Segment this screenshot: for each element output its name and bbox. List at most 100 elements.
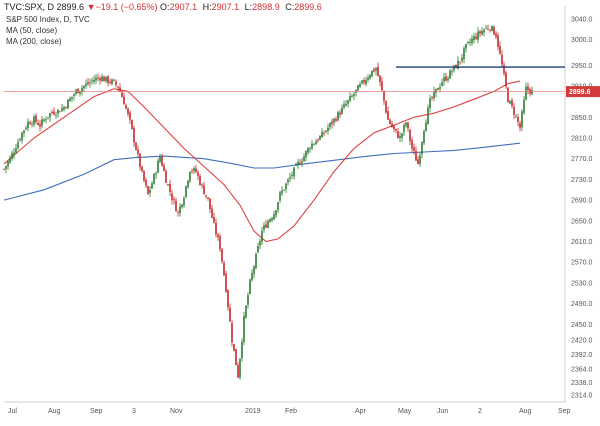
candle-body [429,98,431,109]
candle-body [247,294,249,305]
candle-body [209,198,211,210]
x-tick-label: 3 [132,408,136,415]
x-tick-label: Aug [519,408,532,415]
candle-body [295,163,297,166]
candle-body [59,111,61,113]
candle-body [265,224,267,228]
candle-body [39,124,41,127]
candle-body [43,119,45,121]
candle-body [107,76,109,84]
candle-body [175,200,177,212]
candle-body [53,111,55,115]
candle-body [345,103,347,106]
candle-body [37,122,39,126]
candle-body [193,167,195,171]
candle-body [17,142,19,149]
candle-body [219,236,221,250]
candle-body [481,31,483,35]
legend-ma50[interactable]: MA (50, close) [6,26,58,35]
candle-body [401,133,403,138]
candle-body [477,31,479,40]
candle-body [179,206,181,214]
x-tick-label: Apr [355,408,367,415]
candle-body [489,29,491,31]
candle-body [413,147,415,151]
high-value: 2907.1 [211,2,240,12]
candle-body [29,122,31,125]
candle-body [515,116,517,117]
candle-body [327,127,329,132]
candle-body [491,25,493,31]
candle-body [501,54,503,65]
candle-body [101,76,103,82]
candle-body [251,273,253,281]
y-tick-label: 2610.0 [571,239,593,246]
candle-body [199,175,201,185]
candle-body [493,26,495,35]
candle-body [337,112,339,121]
candle-body [435,88,437,93]
close-label: C: [285,2,295,12]
candle-body [151,183,153,189]
candle-body [275,210,277,216]
candle-body [131,119,133,129]
candle-body [527,86,529,91]
candle-body [469,42,471,43]
candle-body [63,106,65,110]
y-tick-label: 2490.0 [571,301,593,308]
candle-body [11,153,13,159]
candle-body [409,129,411,141]
candles [3,24,533,380]
candle-body [273,214,275,220]
candle-body [349,96,351,101]
candle-body [317,139,319,141]
candle-body [217,234,219,238]
candle-body [145,179,147,186]
candle-body [93,79,95,82]
candle-body [285,183,287,190]
candle-body [95,77,97,81]
candle-body [105,76,107,82]
candle-body [103,76,105,82]
candle-body [87,82,89,84]
candle-body [405,122,407,126]
candle-body [457,60,459,69]
candle-body [361,80,363,84]
candle-body [133,128,135,143]
candle-body [49,113,51,118]
x-tick-label: Sep [90,408,103,415]
candle-body [223,262,225,276]
candle-body [483,29,485,33]
candle-body [389,119,391,124]
candle-body [517,117,519,122]
candle-body [197,172,199,176]
candle-body [521,111,523,128]
candle-body [235,349,237,366]
legend-ma200[interactable]: MA (200, close) [6,37,62,46]
candle-body [281,190,283,194]
low-label: L: [244,2,253,12]
candle-body [367,77,369,80]
candle-body [135,142,137,150]
candle-body [369,75,371,79]
candle-body [379,75,381,83]
candle-body [211,208,213,218]
last-value: 2899.6 [56,2,85,12]
candle-body [31,124,33,125]
candle-body [33,116,35,125]
open-label: O: [160,2,170,12]
candle-body [181,204,183,208]
candle-body [187,180,189,188]
candle-body [415,150,417,161]
candle-body [69,98,71,101]
candle-body [451,71,453,73]
y-tick-label: 2650.0 [571,218,593,225]
candle-body [233,344,235,351]
candle-body [23,130,25,133]
candle-body [201,184,203,186]
candle-body [55,114,57,116]
candle-body [301,161,303,164]
candle-body [383,90,385,101]
candle-body [173,199,175,201]
candle-body [315,141,317,145]
